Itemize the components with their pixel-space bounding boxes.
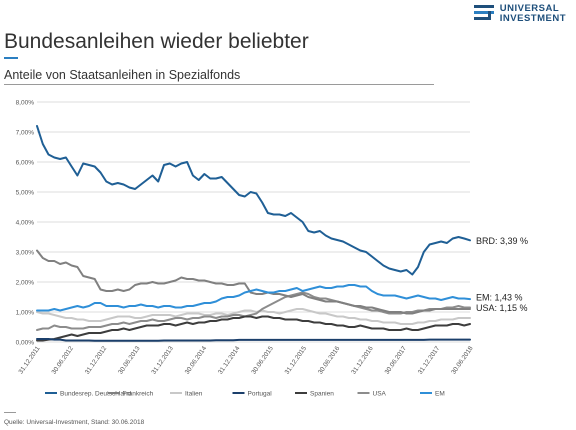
legend-entry: USA	[373, 391, 387, 398]
logo-text: UNIVERSAL INVESTMENT	[500, 4, 566, 24]
series-line-spanien	[36, 315, 471, 342]
y-tick-label: 0,00%	[16, 340, 35, 347]
series-line-usa	[36, 291, 471, 331]
x-tick-label: 31.12.2017	[417, 345, 442, 376]
x-tick-label: 31.12.2013	[150, 345, 175, 376]
x-tick-label: 31.12.2011	[18, 345, 42, 376]
series-line-em	[36, 284, 471, 312]
y-tick-label: 3,00%	[16, 250, 35, 257]
footer-divider	[4, 412, 16, 413]
end-value-label: USA: 1,15 %	[476, 303, 528, 313]
x-tick-label: 30.06.2017	[384, 345, 409, 376]
y-tick-label: 8,00%	[16, 100, 35, 107]
series-line-italien	[36, 308, 471, 325]
legend-entry: Portugal	[248, 391, 273, 398]
universal-investment-logo-icon	[473, 5, 494, 20]
end-value-label: EM: 1,43 %	[476, 293, 523, 303]
x-tick-label: 30.06.2012	[51, 345, 76, 376]
x-tick-label: 30.06.2018	[450, 345, 475, 376]
legend-entry: Bundesrep. Deutschland	[60, 391, 132, 398]
y-tick-label: 7,00%	[16, 130, 35, 137]
legend-entry: Italien	[185, 391, 203, 398]
y-tick-label: 5,00%	[16, 190, 35, 197]
logo-line-1: UNIVERSAL	[499, 3, 560, 14]
end-value-label: BRD: 3,39 %	[476, 236, 528, 246]
y-tick-label: 4,00%	[16, 220, 35, 227]
y-tick-label: 2,00%	[16, 280, 35, 287]
x-tick-label: 31.12.2014	[217, 345, 242, 376]
title-accent-rule	[4, 57, 18, 59]
brand-logo: UNIVERSAL INVESTMENT	[473, 4, 566, 24]
legend-entry: Spanien	[310, 391, 334, 398]
subtitle-divider	[4, 84, 434, 85]
x-tick-label: 30.06.2014	[184, 345, 209, 376]
x-tick-label: 31.12.2016	[350, 345, 375, 376]
logo-line-2: INVESTMENT	[499, 13, 566, 24]
source-note: Quelle: Universal-Investment, Stand: 30.…	[4, 419, 145, 426]
page-title: Bundesanleihen wieder beliebter	[4, 30, 309, 53]
legend-entry: Frankreich	[123, 391, 154, 398]
series-line-bundesrep-deutschland	[36, 125, 471, 276]
line-chart: 0,00% 1,00% 2,00% 3,00% 4,00% 5,00% 6,00% 7,00%…	[16, 100, 528, 398]
x-tick-label: 30.06.2015	[250, 345, 275, 376]
x-tick-label: 31.12.2015	[284, 345, 309, 376]
y-tick-label: 6,00%	[16, 160, 35, 167]
x-tick-label: 30.06.2013	[117, 345, 142, 376]
legend-entry: EM	[435, 391, 445, 398]
x-tick-label: 30.06.2016	[317, 345, 342, 376]
x-tick-label: 31.12.2012	[84, 345, 109, 376]
series-line-portugal	[36, 338, 471, 342]
series-line-frankreich	[36, 249, 471, 315]
chart-subtitle: Anteile von Staatsanleihen in Spezialfon…	[4, 68, 241, 82]
y-tick-label: 1,00%	[16, 310, 35, 317]
